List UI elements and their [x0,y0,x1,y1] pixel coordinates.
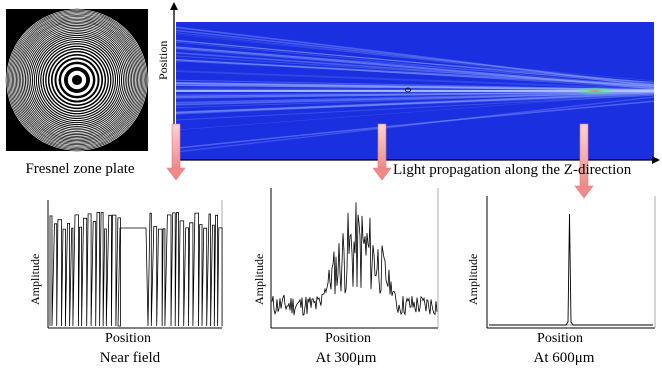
propagation-field [175,22,655,160]
near-field-plot [47,200,223,329]
position-axis-label: Position [156,40,170,80]
near-field-caption: Near field [99,350,161,366]
down-arrow [574,123,594,199]
caption-600um: At 600μm [533,350,595,366]
propagation-axis-label: Light propagation along the Z-direction [393,162,632,178]
down-arrow [372,123,392,181]
amplitude-label: Amplitude [28,253,42,305]
plot-300um [270,188,439,329]
position-label: Position [105,331,151,346]
position-label: Position [537,331,583,346]
caption-300um: At 300μm [315,350,377,366]
amplitude-label: Amplitude [252,253,266,305]
fresnel-caption: Fresnel zone plate [25,161,135,177]
position-label: Position [325,331,371,346]
fresnel-zone-plate [5,8,149,152]
amplitude-label: Amplitude [466,253,480,305]
plot-600um [486,196,656,329]
down-arrow [166,123,186,181]
